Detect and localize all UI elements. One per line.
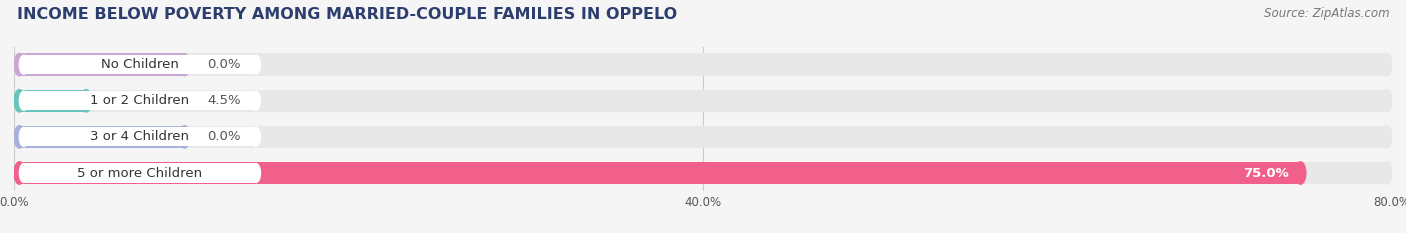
Circle shape: [20, 55, 28, 74]
Text: 0.0%: 0.0%: [207, 130, 240, 143]
Bar: [24, 164, 256, 182]
Bar: [20, 89, 86, 112]
Circle shape: [14, 162, 25, 184]
Text: 5 or more Children: 5 or more Children: [77, 167, 202, 179]
Circle shape: [14, 53, 25, 76]
Text: 1 or 2 Children: 1 or 2 Children: [90, 94, 190, 107]
Circle shape: [179, 126, 190, 148]
Circle shape: [20, 164, 28, 182]
Text: No Children: No Children: [101, 58, 179, 71]
Text: 3 or 4 Children: 3 or 4 Children: [90, 130, 190, 143]
Circle shape: [1381, 126, 1392, 148]
Circle shape: [179, 53, 190, 76]
Text: 75.0%: 75.0%: [1243, 167, 1289, 179]
Circle shape: [1381, 89, 1392, 112]
Bar: [20, 162, 1301, 184]
Bar: [24, 127, 256, 146]
Circle shape: [14, 89, 25, 112]
Bar: [20, 89, 1386, 112]
Text: 0.0%: 0.0%: [207, 58, 240, 71]
Circle shape: [252, 91, 260, 110]
Bar: [20, 126, 1386, 148]
Bar: [20, 53, 184, 76]
Circle shape: [252, 55, 260, 74]
Circle shape: [1381, 53, 1392, 76]
Circle shape: [82, 89, 91, 112]
Bar: [20, 162, 1386, 184]
Circle shape: [14, 126, 25, 148]
Text: INCOME BELOW POVERTY AMONG MARRIED-COUPLE FAMILIES IN OPPELO: INCOME BELOW POVERTY AMONG MARRIED-COUPL…: [17, 7, 678, 22]
Circle shape: [252, 164, 260, 182]
Bar: [24, 91, 256, 110]
Circle shape: [20, 91, 28, 110]
Bar: [24, 55, 256, 74]
Text: 4.5%: 4.5%: [207, 94, 240, 107]
Text: Source: ZipAtlas.com: Source: ZipAtlas.com: [1264, 7, 1389, 20]
Circle shape: [14, 162, 25, 184]
Circle shape: [14, 89, 25, 112]
Circle shape: [20, 127, 28, 146]
Circle shape: [1295, 162, 1306, 184]
Circle shape: [14, 126, 25, 148]
Bar: [20, 126, 184, 148]
Circle shape: [252, 127, 260, 146]
Circle shape: [14, 53, 25, 76]
Circle shape: [1381, 162, 1392, 184]
Bar: [20, 53, 1386, 76]
